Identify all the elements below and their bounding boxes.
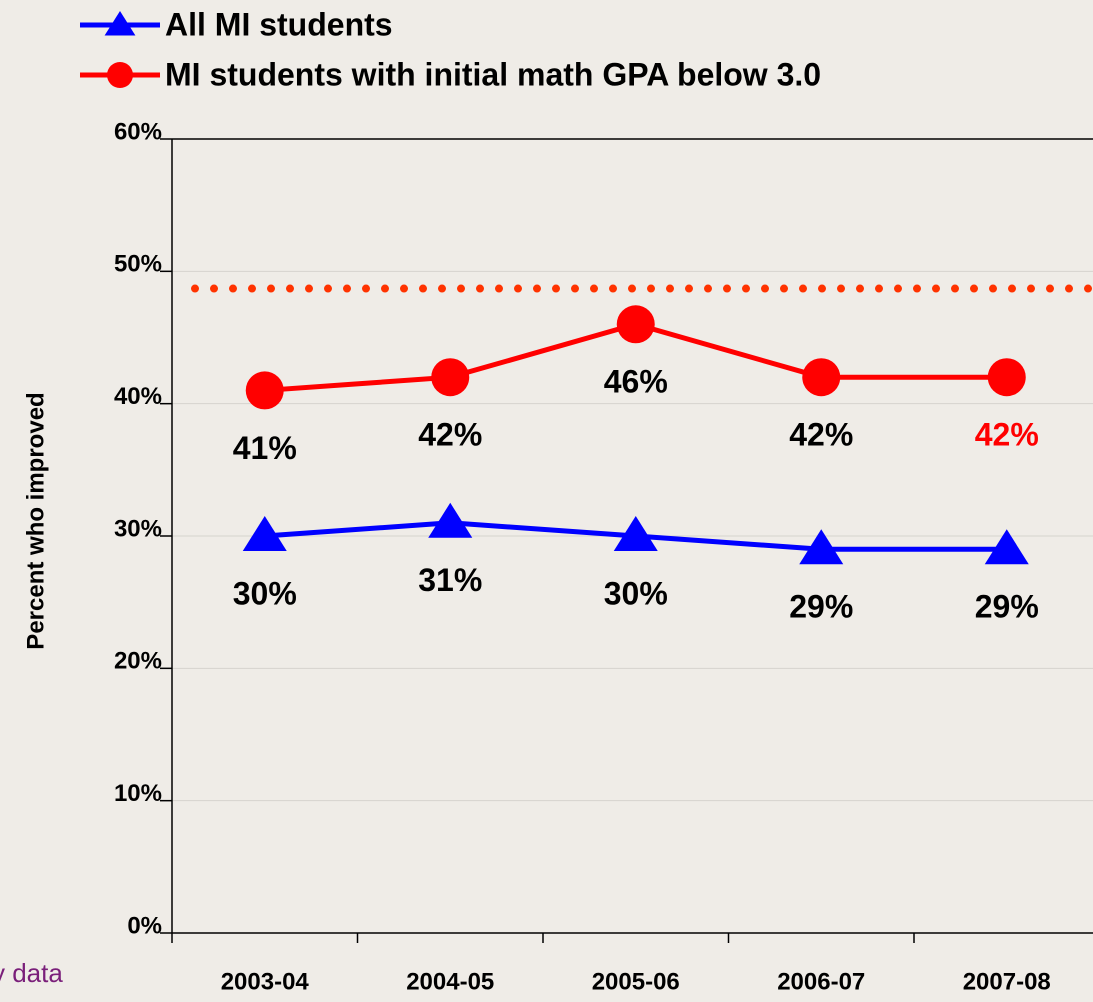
x-tick-label: 2006-07: [777, 968, 865, 995]
y-tick-label: 50%: [114, 251, 162, 278]
y-tick-label: 0%: [127, 912, 162, 939]
data-label: 46%: [604, 364, 668, 400]
data-point: [984, 529, 1029, 565]
y-tick-label: 40%: [114, 383, 162, 410]
data-point: [245, 371, 284, 410]
data-point: [799, 529, 844, 565]
legend-marker: [107, 62, 133, 88]
x-tick-label: 2005-06: [592, 968, 680, 995]
data-point: [242, 516, 287, 551]
data-point: [616, 305, 655, 344]
data-point: [428, 502, 473, 538]
data-point: [431, 358, 470, 397]
y-axis-label: Percent who improved: [22, 392, 49, 649]
data-label: 41%: [233, 430, 297, 466]
x-tick-label: 2004-05: [406, 968, 494, 995]
x-tick-label: 2007-08: [963, 968, 1051, 995]
data-label: 31%: [418, 562, 482, 598]
x-tick-label: 2003-04: [221, 968, 310, 995]
data-label: 30%: [233, 575, 297, 611]
y-tick-label: 60%: [114, 118, 162, 145]
data-label: 29%: [789, 589, 853, 625]
legend-label: All MI students: [165, 6, 393, 42]
y-tick-label: 10%: [114, 780, 162, 807]
data-label: 42%: [975, 417, 1039, 453]
y-tick-label: 30%: [114, 515, 162, 542]
legend-marker: [104, 11, 136, 36]
y-tick-label: 20%: [114, 648, 162, 675]
data-label: 42%: [789, 417, 853, 453]
data-label: 29%: [975, 589, 1039, 625]
data-label: 30%: [604, 575, 668, 611]
footnote: y data: [0, 958, 63, 988]
data-point: [987, 358, 1026, 397]
data-label: 42%: [418, 417, 482, 453]
data-point: [802, 358, 841, 397]
data-point: [613, 516, 658, 551]
legend-label: MI students with initial math GPA below …: [165, 56, 821, 92]
